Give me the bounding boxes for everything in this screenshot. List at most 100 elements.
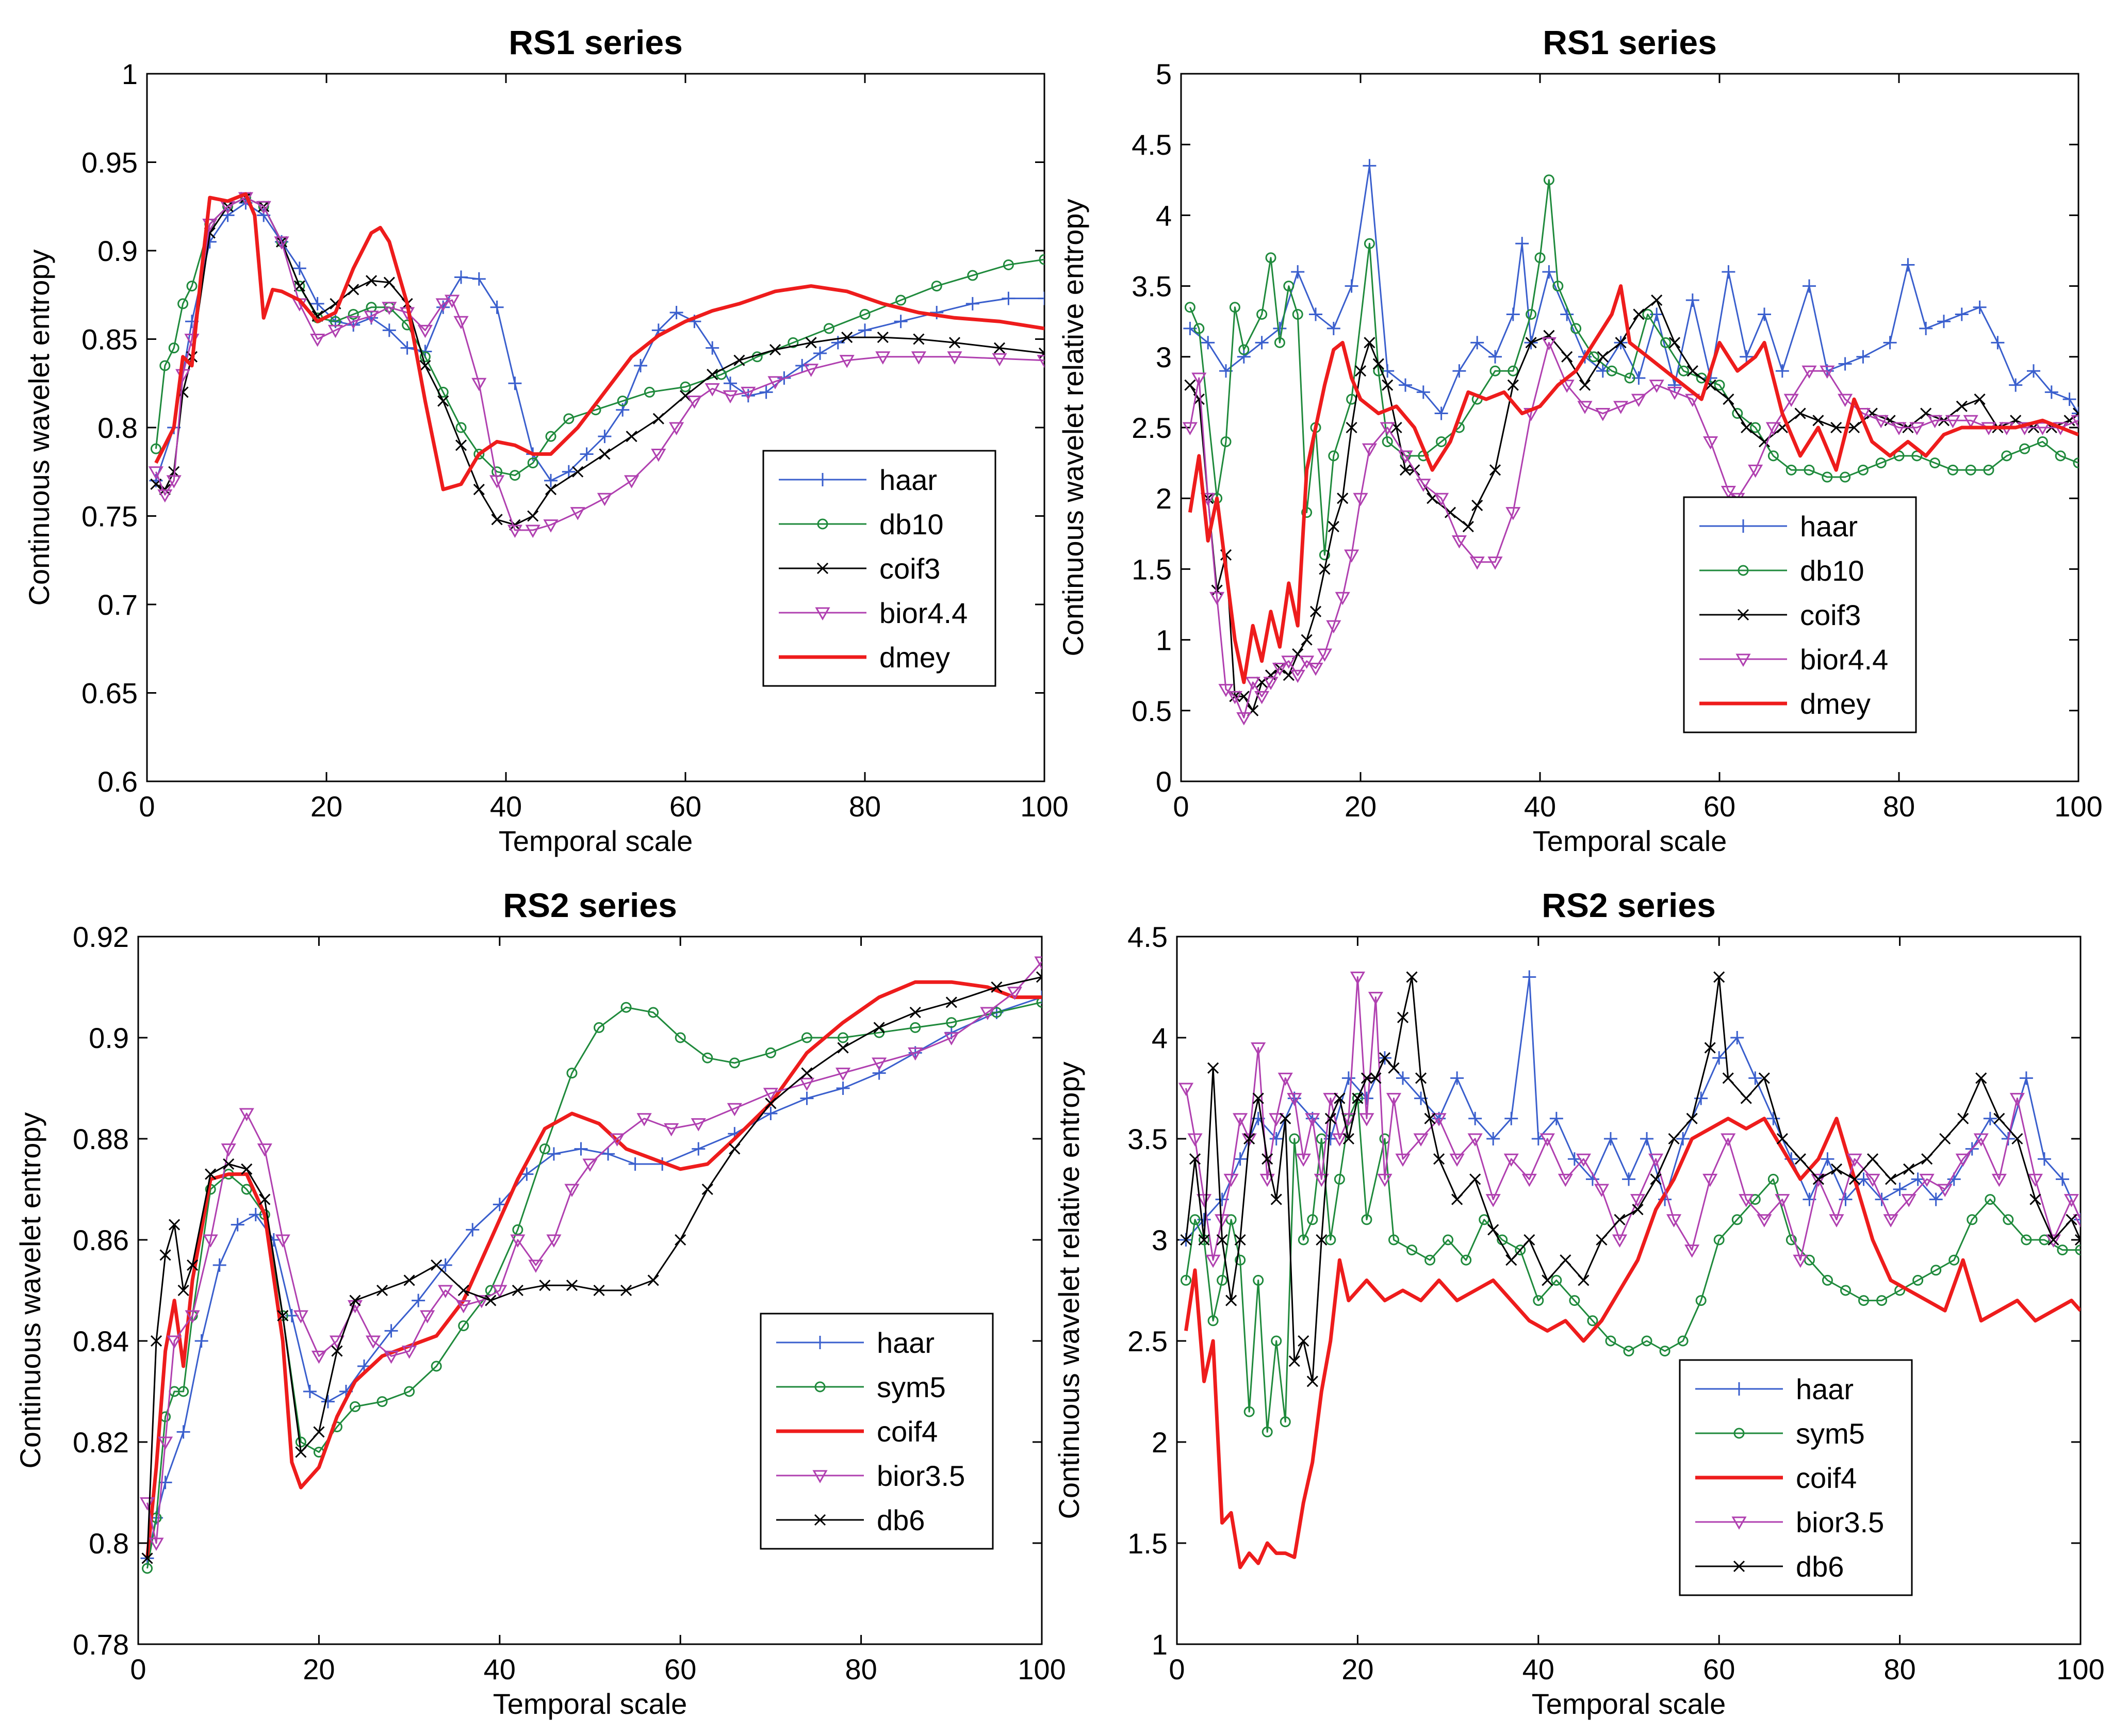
data-point: [2021, 1234, 2032, 1246]
data-point: [1748, 1071, 1762, 1085]
data-point: [1506, 307, 1520, 321]
data-point: [544, 473, 558, 487]
series-haar: [140, 990, 1042, 1565]
data-point: [185, 1310, 200, 1324]
legend-label: coif4: [1796, 1462, 1857, 1494]
data-point: [1489, 365, 1501, 376]
data-point: [1793, 1254, 1808, 1268]
data-point: [1767, 450, 1779, 462]
data-point: [1431, 1113, 1447, 1126]
data-point: [1991, 336, 2005, 350]
legend-label: db10: [879, 508, 944, 541]
data-point: [1605, 1335, 1616, 1347]
data-point: [2001, 450, 2012, 462]
data-point: [601, 1147, 615, 1161]
data-point: [895, 294, 907, 306]
data-point: [813, 346, 827, 360]
data-point: [508, 376, 522, 390]
data-point: [1287, 1093, 1302, 1106]
y-tick-label: 0.85: [81, 323, 138, 356]
data-point: [769, 344, 781, 356]
data-point: [1857, 464, 1869, 476]
y-tick-label: 0.5: [1132, 695, 1172, 727]
data-point: [348, 308, 359, 320]
data-point: [347, 318, 361, 332]
legend-entry-db10: db10: [779, 508, 944, 541]
data-point: [1631, 394, 1646, 407]
data-point: [582, 1158, 598, 1172]
data-point: [1398, 450, 1413, 464]
data-point: [1452, 364, 1466, 378]
data-point: [701, 1183, 713, 1195]
data-point: [2003, 1214, 2014, 1225]
data-point: [1444, 506, 1456, 518]
data-point: [438, 1285, 453, 1299]
data-point: [2017, 422, 2033, 436]
data-point: [1328, 521, 1339, 533]
data-point: [1182, 422, 1198, 436]
data-point: [1270, 1193, 1282, 1205]
data-point: [1316, 1234, 1328, 1246]
data-point: [1399, 464, 1412, 476]
x-axis-label: Temporal scale: [499, 825, 693, 857]
data-point: [1775, 1194, 1790, 1207]
legend: haar db10 coif3 bior4.4 dmey: [762, 450, 996, 687]
data-point: [545, 431, 556, 442]
data-point: [944, 1032, 959, 1046]
data-point: [1370, 1072, 1382, 1084]
data-point: [1233, 1113, 1248, 1126]
data-point: [1686, 1112, 1698, 1124]
data-point: [1415, 1072, 1427, 1084]
legend-entry-coif4: coif4: [776, 1415, 938, 1448]
data-point: [1209, 592, 1225, 605]
data-point: [1451, 1193, 1463, 1205]
data-point: [1623, 1346, 1634, 1357]
data-point: [598, 430, 612, 444]
y-tick-label: 0.65: [81, 677, 138, 710]
data-point: [1750, 422, 1761, 433]
data-point: [707, 369, 718, 381]
data-point: [804, 364, 819, 377]
data-point: [1034, 956, 1042, 970]
data-point: [1801, 365, 1817, 379]
series-haar: [149, 196, 1044, 487]
data-point: [908, 1047, 923, 1061]
data-point: [724, 376, 737, 390]
data-point: [580, 447, 594, 461]
data-point: [527, 510, 539, 522]
data-point: [1307, 1214, 1318, 1225]
data-point: [1187, 1133, 1203, 1147]
data-point: [274, 236, 289, 250]
data-point: [2048, 1234, 2059, 1246]
y-tick-label: 4.5: [1127, 921, 1168, 953]
data-point: [1486, 1132, 1500, 1145]
axes-frame: [1176, 936, 2082, 1645]
data-point: [149, 1537, 164, 1551]
legend-label: haar: [879, 464, 937, 496]
data-point: [311, 1350, 326, 1364]
data-point: [1196, 1194, 1212, 1207]
data-point: [1397, 1011, 1409, 1023]
axes-frame: [137, 936, 1043, 1645]
data-point: [1334, 1092, 1346, 1104]
legend-label: haar: [1800, 510, 1858, 543]
y-tick-label: 0.82: [73, 1426, 129, 1459]
data-point: [647, 1274, 659, 1286]
data-point: [992, 353, 1007, 367]
series-line-dmey: [154, 192, 1044, 492]
data-point: [1359, 1113, 1374, 1126]
data-point: [1552, 281, 1564, 292]
y-tick-label: 0.9: [89, 1022, 129, 1054]
data-point: [1296, 1153, 1311, 1167]
data-point: [1037, 355, 1044, 368]
data-point: [1893, 450, 1905, 462]
data-point: [400, 341, 414, 355]
data-point: [1543, 330, 1555, 341]
legend-entry-sym5: sym5: [1695, 1417, 1865, 1450]
data-point: [669, 306, 683, 320]
data-point: [507, 525, 522, 538]
data-point: [466, 1223, 480, 1237]
data-point: [141, 1552, 153, 1564]
data-point: [1265, 669, 1277, 681]
data-point: [1588, 351, 1599, 363]
